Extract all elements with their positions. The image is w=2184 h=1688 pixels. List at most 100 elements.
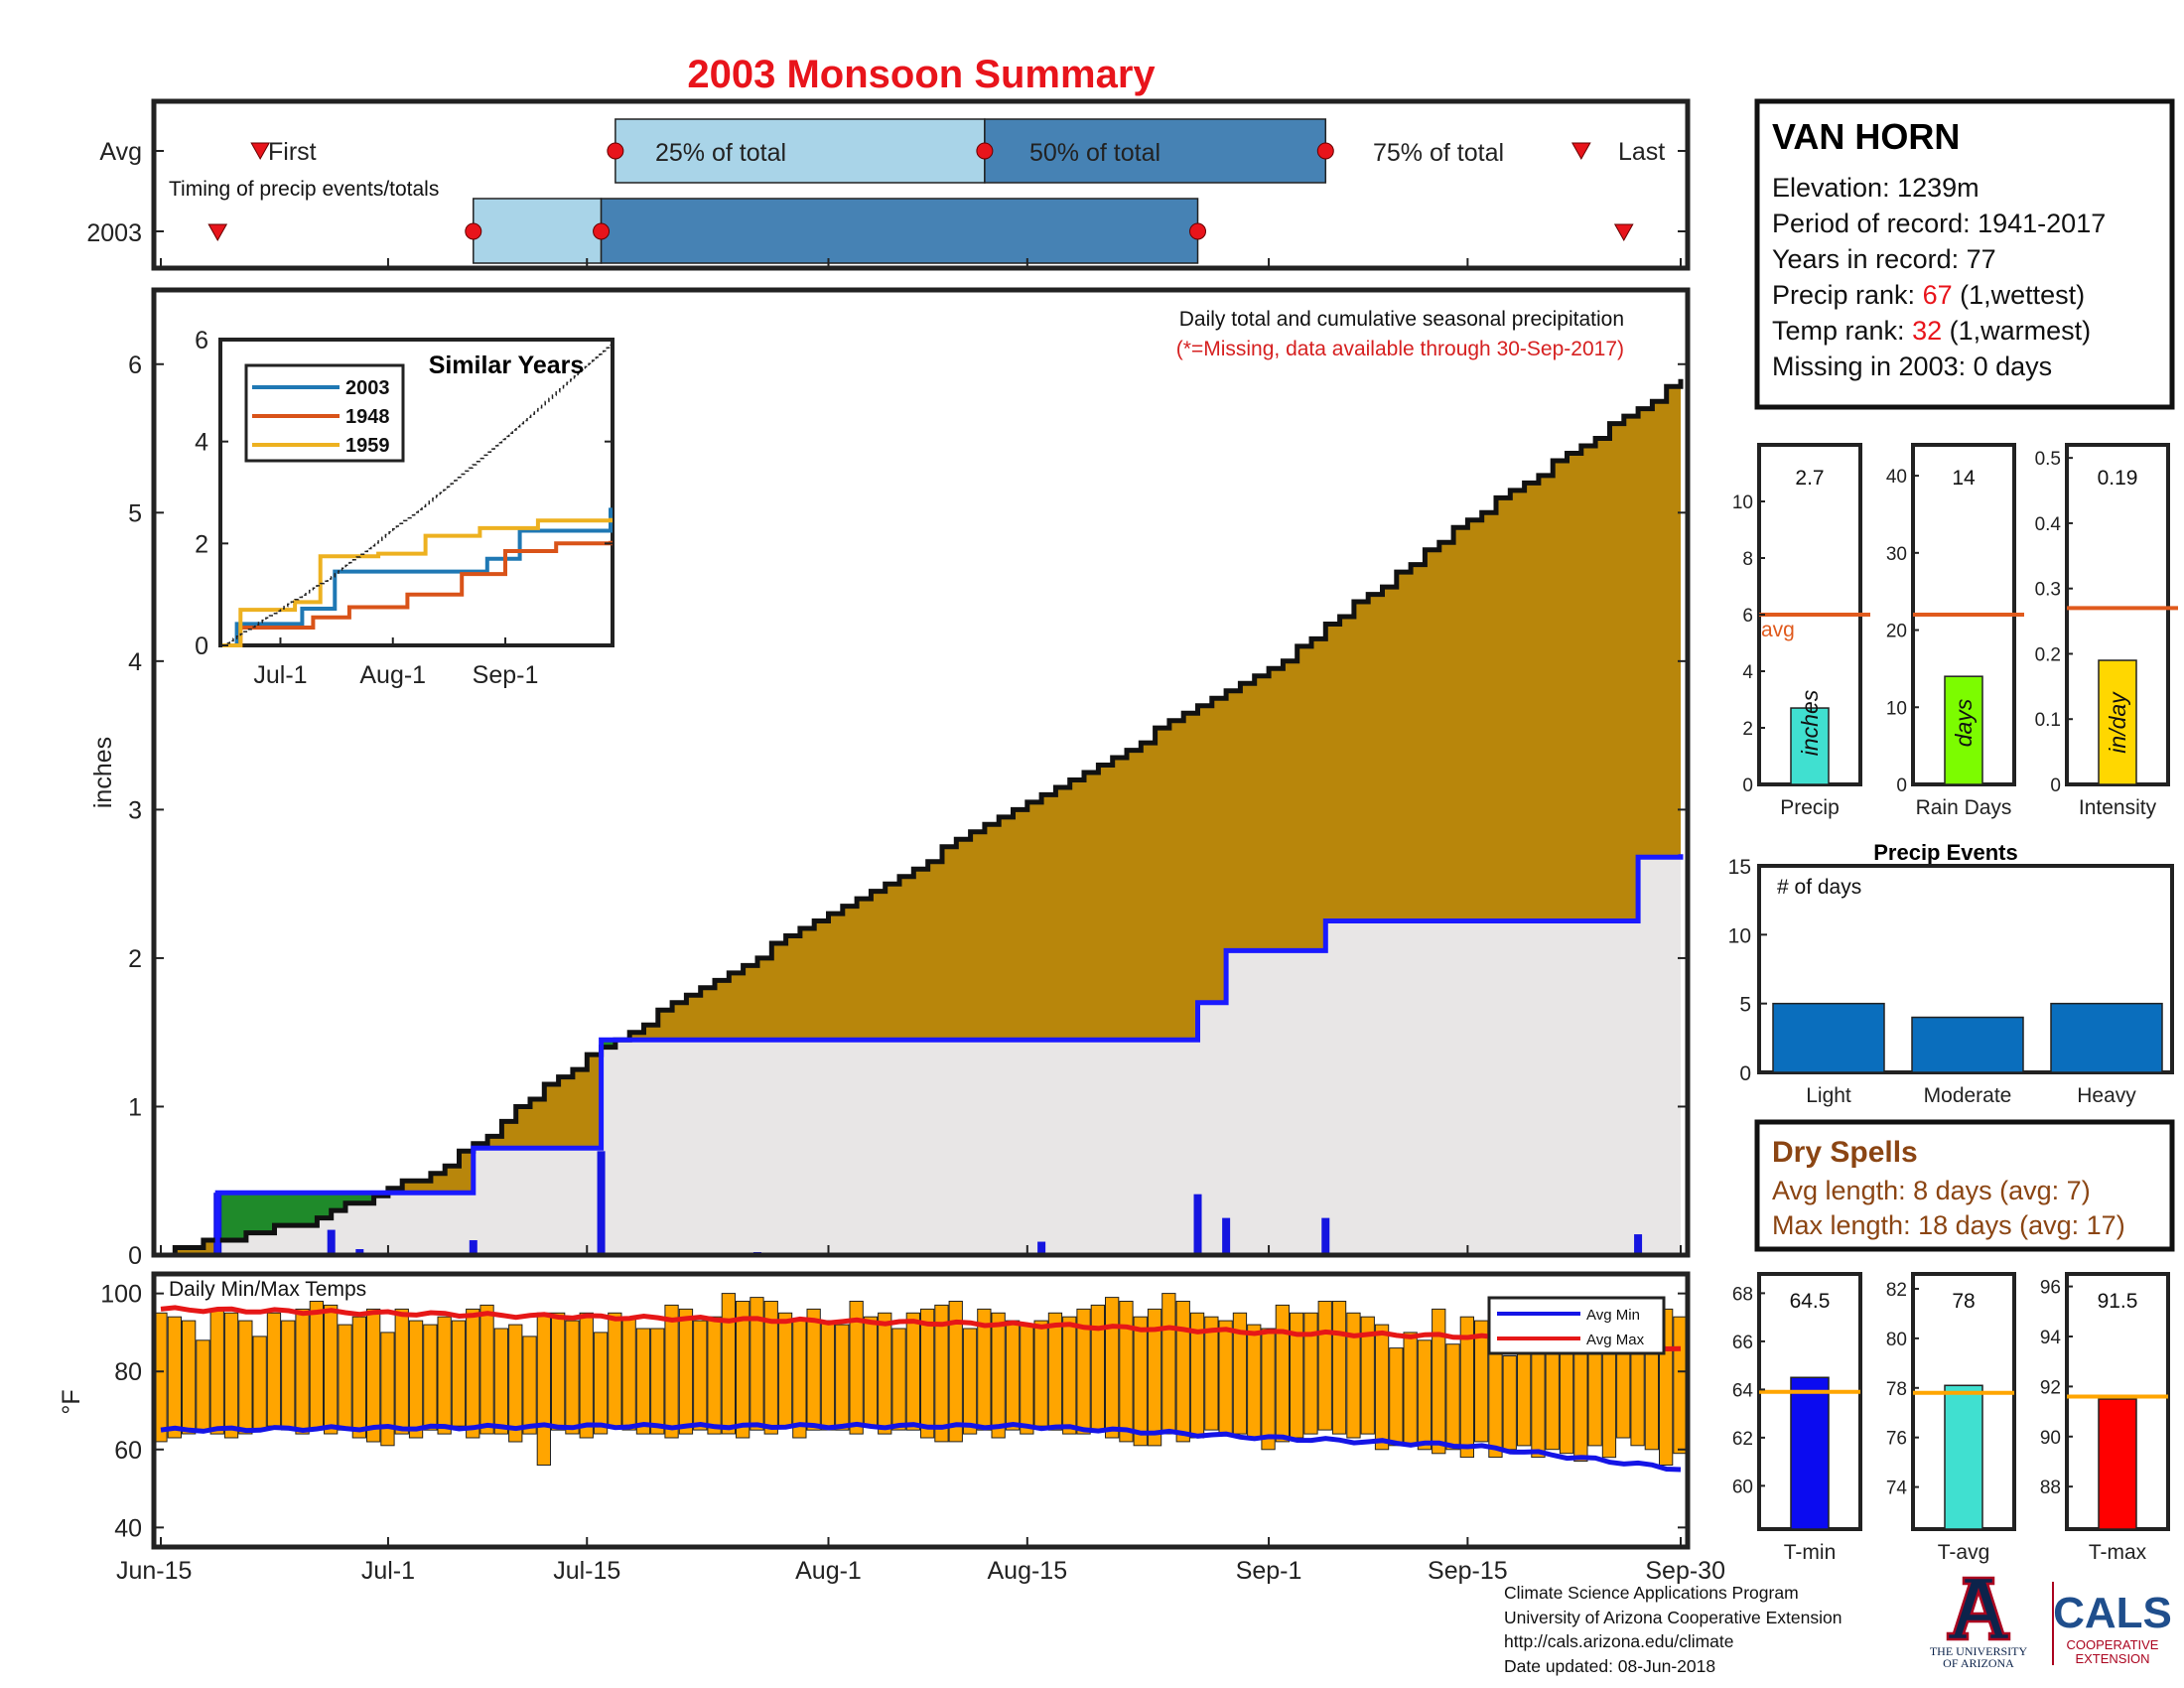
temp-summary-ytick-label: 80 <box>1886 1330 1907 1350</box>
daily-temp-bar <box>1218 1320 1233 1435</box>
y2003-p50-marker <box>593 222 611 240</box>
station-period: Period of record: 1941-2017 <box>1772 209 2106 238</box>
main-ytick-label: 4 <box>128 648 142 676</box>
temps-ytick-label: 100 <box>100 1281 142 1309</box>
daily-temp-bar <box>1020 1324 1034 1435</box>
daily-temp-bar <box>1374 1324 1390 1451</box>
summary-ytick-label: 0 <box>1896 775 1907 796</box>
daily-temp-bar <box>905 1312 921 1431</box>
temp-summary-ytick-label: 82 <box>1886 1280 1907 1301</box>
xlabel-precip: Precip <box>1780 796 1840 819</box>
daily-temp-bar <box>252 1336 267 1431</box>
date-tick-label: Aug-15 <box>988 1557 1068 1585</box>
avg-cumulative-line <box>161 378 1684 1258</box>
temp-bar-tmax <box>2098 1398 2137 1530</box>
inset-avg-line <box>222 345 612 646</box>
main-note: Daily total and cumulative seasonal prec… <box>1179 308 1624 331</box>
y2003-first-marker <box>207 223 228 242</box>
main-ytick-label: 2 <box>128 945 142 973</box>
date-tick-label: Jul-1 <box>361 1557 415 1585</box>
daily-precip-bar <box>1037 1241 1046 1255</box>
daily-temp-bar <box>182 1320 197 1435</box>
avg-max-line <box>160 1305 1682 1352</box>
inset-ytick-label: 4 <box>195 429 208 457</box>
temp-xlabel-tmax: T-max <box>2089 1541 2147 1564</box>
temps-panel: 40 60 80 100 Jun-15 Jul-1 Jul-15 Aug-1 Aug-15 Sep… <box>58 1271 1725 1585</box>
main-ytick-label: 3 <box>128 796 142 824</box>
summary-ytick-label: 10 <box>1732 492 1753 513</box>
temp-summary-ytick-label: 68 <box>1732 1284 1753 1305</box>
daily-temp-bar <box>1630 1347 1645 1447</box>
daily-temp-bar <box>238 1320 253 1435</box>
daily-temp-bar <box>1403 1332 1418 1447</box>
daily-temp-bar <box>1331 1301 1347 1435</box>
inset-legend-label-1948: 1948 <box>345 406 390 428</box>
daily-temp-bar <box>1303 1312 1318 1435</box>
event-bar-light <box>1772 1002 1885 1073</box>
daily-temp-bar <box>920 1308 935 1439</box>
daily-temp-bar <box>451 1320 467 1427</box>
summary-ytick-label: 0.5 <box>2035 449 2061 470</box>
daily-temp-bar <box>1005 1320 1021 1431</box>
daily-temp-bar <box>1076 1308 1091 1435</box>
cals-line-2: EXTENSION <box>2075 1651 2149 1666</box>
event-xlabel-moderate: Moderate <box>1924 1084 2012 1107</box>
temp-summary-ytick-label: 66 <box>1732 1333 1753 1353</box>
temps-ytick-label: 40 <box>114 1514 142 1542</box>
y2003-p25-marker <box>465 222 482 240</box>
events-ytick-label: 15 <box>1728 856 1751 879</box>
precip-events-title: Precip Events <box>1873 840 2018 865</box>
date-tick-label: Jul-15 <box>553 1557 620 1585</box>
temps-ytick-label: 80 <box>114 1358 142 1386</box>
daily-temp-bar <box>309 1301 325 1431</box>
daily-temp-bar <box>806 1308 821 1431</box>
daily-temp-bar <box>991 1312 1006 1439</box>
timing-caption: Timing of precip events/totals <box>169 178 439 201</box>
daily-temp-bar <box>522 1336 537 1435</box>
daily-temp-bar <box>1275 1304 1290 1443</box>
daily-temp-bar <box>1133 1316 1148 1447</box>
daily-temp-bar <box>1119 1301 1134 1443</box>
date-tick-label: Sep-1 <box>1236 1557 1302 1585</box>
date-tick-label: Aug-1 <box>795 1557 862 1585</box>
timing-pct75-label: 75% of total <box>1373 139 1504 167</box>
temps-legend-box <box>1487 1296 1666 1355</box>
daily-temp-bar <box>693 1320 708 1431</box>
daily-temp-bar <box>1673 1316 1688 1455</box>
dry-spells-box: Dry Spells Avg length: 8 days (avg: 7) M… <box>1754 1119 2175 1252</box>
inset-legend-label-2003: 2003 <box>345 377 390 399</box>
temp-bar-tmin <box>1790 1376 1830 1530</box>
daily-temp-bar <box>380 1332 395 1447</box>
avg-p50-marker <box>976 142 994 160</box>
timing-row-avg: Avg <box>99 138 142 166</box>
inset-line-1959 <box>222 517 613 647</box>
temp-summary-ytick-label: 88 <box>2040 1477 2061 1498</box>
daily-temp-bar <box>324 1304 339 1435</box>
daily-temp-bar <box>777 1312 793 1427</box>
footer-line-1: Climate Science Applications Program <box>1504 1583 1799 1603</box>
value-label-precip: 2.7 <box>1795 467 1824 490</box>
event-xlabel-light: Light <box>1806 1084 1851 1107</box>
inset-line-1948 <box>222 540 613 647</box>
daily-temp-bar <box>295 1308 310 1435</box>
daily-temp-bar <box>593 1332 609 1435</box>
xlabel-intensity: Intensity <box>2079 796 2157 819</box>
inset-ytick-label: 6 <box>195 327 208 354</box>
daily-temp-bar <box>1545 1347 1560 1451</box>
main-ytick-label: 6 <box>128 352 142 379</box>
daily-precip-bar <box>1193 1194 1202 1255</box>
daily-temp-bar <box>579 1312 594 1439</box>
date-tick-label: Sep-15 <box>1428 1557 1508 1585</box>
temp-value-tmax: 91.5 <box>2098 1290 2138 1313</box>
daily-temp-bar <box>493 1328 509 1435</box>
summary-ytick-label: 2 <box>1742 719 1753 740</box>
main-ylabel: inches <box>89 737 117 808</box>
temp-summary-ytick-label: 76 <box>1886 1429 1907 1450</box>
temps-caption: Daily Min/Max Temps <box>169 1278 366 1301</box>
event-bar-moderate <box>1911 1016 2024 1073</box>
daily-temp-bar <box>1346 1312 1361 1439</box>
avg-25-50-box <box>614 118 986 184</box>
daily-temp-bar <box>394 1308 409 1435</box>
temp-summary-ytick-label: 96 <box>2040 1278 2061 1299</box>
overlap-area <box>161 854 1681 1255</box>
